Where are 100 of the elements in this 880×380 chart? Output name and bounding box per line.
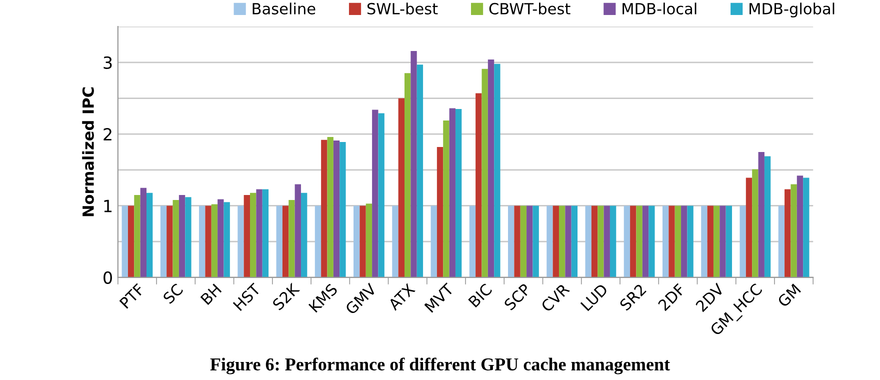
- bar: [790, 184, 797, 278]
- bar: [360, 206, 366, 278]
- bar: [558, 206, 566, 278]
- bar: [662, 206, 669, 278]
- bar: [803, 178, 810, 278]
- bar: [333, 140, 340, 278]
- bar: [713, 206, 720, 278]
- bar: [224, 202, 230, 278]
- bar: [494, 64, 500, 278]
- bar: [238, 206, 244, 278]
- bar: [778, 206, 785, 278]
- bar: [571, 206, 578, 278]
- y-tick-label: 1: [104, 200, 112, 212]
- bar: [436, 146, 444, 278]
- bar: [604, 206, 610, 278]
- bar: [681, 206, 688, 278]
- bar: [366, 204, 372, 278]
- bar: [340, 142, 346, 278]
- bar: [160, 206, 167, 278]
- bar: [514, 206, 520, 278]
- bar: [416, 64, 424, 278]
- bar: [211, 204, 218, 278]
- bar: [300, 192, 308, 278]
- bar: [636, 206, 642, 278]
- bar: [140, 188, 146, 278]
- bar: [546, 206, 553, 278]
- bar: [443, 120, 450, 278]
- bar: [508, 206, 514, 278]
- bar: [404, 73, 411, 278]
- bar: [610, 206, 616, 278]
- x-tick-label: GM: [776, 284, 802, 308]
- bar: [262, 189, 269, 278]
- y-tick-label: 2: [104, 128, 112, 140]
- bar: [482, 68, 488, 278]
- bar: [758, 152, 764, 278]
- bar: [398, 98, 404, 278]
- bar: [288, 200, 295, 278]
- bar: [314, 206, 322, 278]
- bar: [752, 169, 758, 278]
- bar: [674, 206, 682, 278]
- bar: [701, 206, 708, 278]
- legend-label: MDB-local: [622, 2, 696, 14]
- bar: [250, 192, 256, 278]
- bar: [276, 206, 282, 278]
- bar: [469, 206, 476, 278]
- bar: [205, 206, 212, 278]
- x-tick-label: SC: [162, 283, 184, 304]
- caption: Figure 6: Performance of different GPU cache management: [210, 358, 670, 374]
- bar: [707, 206, 714, 278]
- bar: [372, 110, 378, 278]
- bar: [796, 176, 804, 278]
- bar: [591, 206, 598, 278]
- y-tick-label: 0: [104, 271, 112, 284]
- bar: [185, 197, 192, 278]
- bar: [128, 206, 134, 278]
- bar: [455, 109, 462, 278]
- bar: [218, 199, 224, 278]
- bar: [585, 206, 592, 278]
- y-tick-label: 3: [104, 56, 112, 69]
- bar: [784, 189, 791, 278]
- legend-label: CBWT-best: [489, 2, 570, 14]
- bar: [687, 206, 694, 278]
- y-axis-title: Normalized IPC: [82, 87, 94, 216]
- bar: [172, 200, 179, 278]
- legend-label: MDB-global: [750, 2, 834, 18]
- bar: [526, 206, 533, 278]
- bar: [134, 194, 140, 278]
- bar: [720, 206, 726, 278]
- bar: [552, 206, 559, 278]
- bar: [642, 206, 649, 278]
- bar: [740, 206, 746, 278]
- bar: [199, 206, 206, 278]
- bar: [630, 206, 636, 278]
- bar: [282, 206, 289, 278]
- bar: [410, 50, 417, 278]
- x-tick-label: BIC: [468, 283, 493, 308]
- bar: [726, 206, 732, 278]
- bar: [488, 60, 494, 278]
- bar: [256, 189, 262, 278]
- bar: [122, 206, 128, 278]
- legend-label: Baseline: [252, 2, 316, 14]
- bar: [166, 206, 173, 278]
- bar: [378, 113, 384, 278]
- bar: [648, 206, 655, 278]
- bar: [520, 206, 527, 278]
- bar: [668, 206, 675, 278]
- bar: [327, 136, 334, 278]
- bar: [178, 194, 186, 278]
- bar: [244, 194, 250, 278]
- bar: [476, 93, 482, 278]
- bar: [146, 192, 153, 278]
- bar: [565, 206, 572, 278]
- bar: [449, 108, 456, 278]
- bar: [392, 206, 398, 278]
- bar: [764, 156, 771, 278]
- bar: [746, 178, 752, 278]
- bar: [294, 184, 301, 278]
- bar: [598, 206, 604, 278]
- x-tick-label: CVR: [540, 282, 570, 312]
- x-tick-label: BH: [200, 284, 222, 305]
